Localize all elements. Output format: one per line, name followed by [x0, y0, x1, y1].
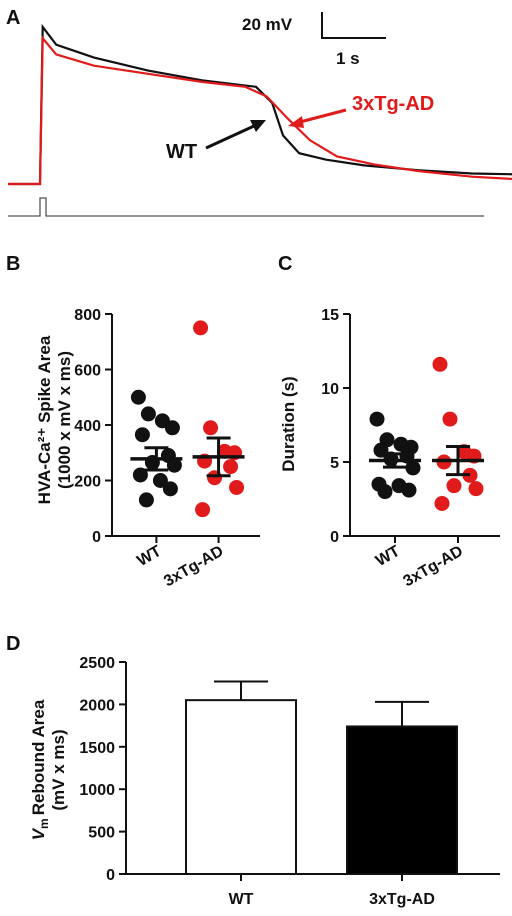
panel-d-ylabel-prefix: V: [29, 827, 48, 840]
x-tick-label: 3xTg-AD: [161, 543, 226, 591]
y-tick-label: 0: [106, 867, 115, 884]
annotation-3xtg: 3xTg-AD: [352, 93, 434, 115]
panel-b-ylabel-line1: HVA-Ca²⁺ Spike Area: [35, 335, 54, 504]
trace-wt: [8, 23, 512, 186]
stimulus-trace: [8, 197, 484, 217]
y-tick-label: 2000: [79, 697, 115, 714]
arrowhead-3xtg: [288, 116, 304, 128]
y-tick-label: 200: [74, 474, 101, 491]
panel-label-c: C: [278, 253, 292, 275]
x-tick-label: WT: [134, 543, 164, 570]
y-tick-label: 800: [74, 307, 101, 324]
data-point: [195, 502, 211, 518]
data-point: [162, 481, 178, 497]
data-point: [140, 406, 156, 422]
panel-label-d: D: [6, 633, 20, 655]
panel-d-ylabel-sub: m: [37, 818, 51, 829]
y-tick-label: 600: [74, 363, 101, 380]
scale-bar-x-label: 1 s: [336, 49, 360, 68]
scale-bar-y-label: 20 mV: [242, 15, 293, 34]
bar-3xtg: [346, 725, 458, 875]
y-tick-label: 1500: [79, 740, 115, 757]
data-point: [432, 356, 448, 372]
data-point: [446, 478, 462, 494]
data-point: [193, 320, 209, 336]
y-tick-label: 10: [321, 381, 339, 398]
data-point: [229, 479, 245, 495]
panel-c-ylabel: Duration (s): [279, 376, 298, 471]
data-point: [130, 389, 146, 405]
panel-label-a: A: [6, 7, 20, 29]
bar-wt: [185, 699, 297, 875]
data-point: [138, 492, 154, 508]
data-point: [401, 482, 417, 498]
data-point: [405, 460, 421, 476]
arrow-3xtg: [299, 108, 347, 124]
y-tick-label: 1000: [79, 782, 115, 799]
data-point: [164, 420, 180, 436]
panel-d-chart: 0 500 1000 1500 2000 2500 WT 3xTg-AD: [79, 655, 500, 908]
annotation-wt: WT: [166, 141, 197, 163]
arrow-wt: [205, 124, 255, 150]
trace-3xtg: [8, 35, 512, 186]
panel-d-ylabel-line1: Vm Rebound Area: [29, 699, 51, 840]
panel-d-ylabel-line2: (mV x ms): [49, 729, 68, 810]
data-point: [203, 420, 219, 436]
data-point: [152, 473, 168, 488]
data-point: [377, 484, 393, 500]
data-point: [132, 467, 148, 483]
y-tick-label: 5: [330, 455, 339, 472]
data-point: [223, 459, 239, 475]
panel-a-traces: 20 mV 1 s WT 3xTg-AD: [8, 12, 512, 217]
scale-bar: [321, 12, 386, 39]
y-tick-label: 0: [330, 529, 339, 546]
x-tick-label: 3xTg-AD: [369, 891, 435, 908]
panel-d-ylabel-main: Rebound Area: [29, 699, 48, 815]
y-tick-label: 400: [74, 418, 101, 435]
y-tick-label: 15: [321, 307, 339, 324]
x-tick-label: 3xTg-AD: [401, 543, 466, 591]
x-tick-label: WT: [373, 543, 403, 570]
data-point: [434, 495, 450, 511]
y-tick-label: 0: [92, 529, 101, 546]
data-point: [442, 411, 458, 427]
data-point: [166, 457, 182, 473]
x-tick-label: WT: [229, 891, 254, 908]
panel-label-b: B: [6, 253, 20, 275]
y-tick-label: 2500: [79, 655, 115, 672]
data-point: [468, 481, 484, 497]
panel-b-ylabel-line2: (1000 x mV x ms): [55, 351, 74, 489]
data-point: [369, 411, 385, 427]
arrowhead-wt: [250, 120, 266, 132]
y-tick-label: 500: [88, 825, 115, 842]
data-point: [134, 427, 150, 443]
